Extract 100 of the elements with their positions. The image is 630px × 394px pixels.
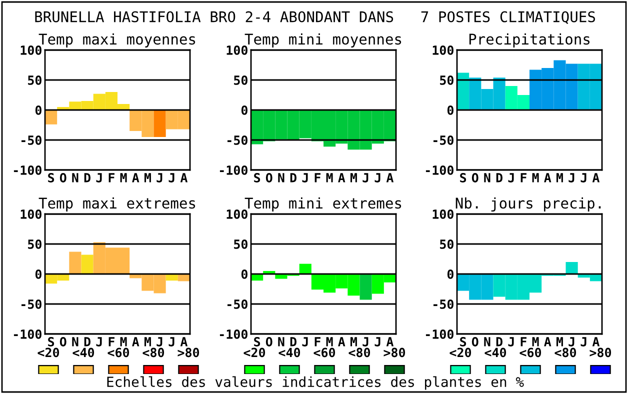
x-tick-label: A: [386, 173, 394, 182]
x-tick-label: O: [266, 173, 272, 182]
x-tick-label: N: [484, 337, 490, 346]
x-tick-label: S: [48, 337, 54, 346]
x-tick-label: F: [520, 337, 526, 346]
x-tick-label: A: [180, 337, 188, 346]
category-label: <20: [38, 348, 60, 358]
x-tick-label: N: [72, 173, 78, 182]
x-tick-label: N: [484, 173, 490, 182]
y-tick-label: 0: [35, 105, 42, 115]
x-tick-label: A: [544, 337, 552, 346]
x-tick-label: J: [96, 173, 102, 182]
y-tick-label: 100: [432, 209, 454, 219]
x-tick-label: A: [544, 173, 552, 182]
x-tick-label: M: [532, 337, 539, 346]
x-tick-label: O: [472, 337, 478, 346]
x-tick-label: J: [362, 173, 368, 182]
x-tick-label: A: [132, 337, 140, 346]
y-tick-label: 50: [234, 239, 248, 249]
x-tick-label: D: [290, 173, 296, 182]
y-tick-label: 0: [35, 269, 42, 279]
x-tick-label: S: [254, 173, 260, 182]
chart-title: Temp mini extremes: [244, 197, 402, 212]
y-tick-label: -50: [21, 135, 42, 145]
y-tick-label: 100: [432, 45, 454, 55]
x-tick-label: M: [144, 173, 151, 182]
x-tick-label: M: [120, 337, 127, 346]
x-tick-label: A: [592, 173, 600, 182]
category-label: <60: [108, 348, 130, 358]
x-tick-label: M: [532, 173, 539, 182]
bar: [45, 110, 58, 124]
bar: [81, 254, 94, 274]
x-tick-label: M: [350, 173, 357, 182]
x-tick-label: S: [460, 173, 466, 182]
text: BRUNELLA HASTIFOLIA BRO 2-4 ABONDANT DANS 7 POSTES CLIMATIQUES: [35, 11, 596, 24]
x-tick-label: N: [278, 337, 284, 346]
x-tick-label: S: [48, 173, 54, 182]
text: Echelles des valeurs indicatrices des plantes en %: [107, 376, 524, 390]
x-tick-label: J: [156, 173, 162, 182]
chart-title: Temp maxi moyennes: [38, 33, 196, 48]
y-tick-label: 50: [28, 75, 42, 85]
x-tick-label: O: [266, 337, 272, 346]
category-label: <40: [484, 348, 506, 358]
x-tick-label: J: [302, 173, 308, 182]
bar: [360, 274, 372, 300]
y-tick-label: -100: [14, 329, 42, 339]
x-tick-label: A: [592, 337, 600, 346]
bar: [154, 110, 166, 137]
category-label: >80: [590, 348, 612, 358]
y-tick-label: -50: [433, 299, 454, 309]
x-tick-label: M: [556, 337, 563, 346]
y-tick-label: 100: [226, 45, 248, 55]
y-tick-label: -50: [227, 299, 248, 309]
x-tick-label: J: [374, 337, 380, 346]
x-tick-label: J: [580, 337, 586, 346]
x-tick-label: A: [386, 337, 394, 346]
y-tick-label: 100: [20, 45, 42, 55]
x-tick-label: D: [496, 173, 502, 182]
x-tick-label: F: [314, 173, 320, 182]
category-label: >80: [178, 348, 200, 358]
x-tick-label: M: [120, 173, 127, 182]
x-tick-label: J: [508, 173, 514, 182]
y-tick-label: -100: [426, 329, 454, 339]
y-tick-label: -100: [426, 165, 454, 175]
x-tick-label: F: [108, 173, 114, 182]
x-tick-label: J: [168, 337, 174, 346]
y-tick-label: -100: [14, 165, 42, 175]
category-label: <40: [72, 348, 94, 358]
bar: [69, 252, 82, 274]
x-tick-label: J: [168, 173, 174, 182]
y-tick-label: -50: [21, 299, 42, 309]
x-tick-label: D: [496, 337, 502, 346]
category-label: <20: [450, 348, 472, 358]
x-tick-label: M: [326, 337, 333, 346]
x-tick-label: A: [338, 173, 346, 182]
x-tick-label: J: [156, 337, 162, 346]
y-tick-label: 100: [226, 209, 248, 219]
y-tick-label: -50: [227, 135, 248, 145]
bar: [166, 274, 178, 281]
category-label: <20: [244, 348, 266, 358]
y-tick-label: 0: [447, 269, 454, 279]
chart-title: Precipitations: [469, 33, 590, 48]
x-tick-label: D: [84, 173, 90, 182]
x-tick-label: F: [314, 337, 320, 346]
x-tick-label: D: [84, 337, 90, 346]
x-tick-label: J: [580, 173, 586, 182]
category-label: <60: [520, 348, 542, 358]
y-tick-label: 50: [440, 75, 454, 85]
x-tick-label: D: [290, 337, 296, 346]
y-tick-label: -100: [220, 165, 248, 175]
y-tick-label: 50: [234, 75, 248, 85]
y-tick-label: 50: [28, 239, 42, 249]
x-tick-label: O: [60, 337, 66, 346]
category-label: <60: [314, 348, 336, 358]
bar: [299, 264, 312, 274]
category-label: >80: [384, 348, 406, 358]
x-tick-label: A: [180, 173, 188, 182]
x-tick-label: M: [144, 337, 151, 346]
y-tick-label: 50: [440, 239, 454, 249]
x-tick-label: A: [338, 337, 346, 346]
